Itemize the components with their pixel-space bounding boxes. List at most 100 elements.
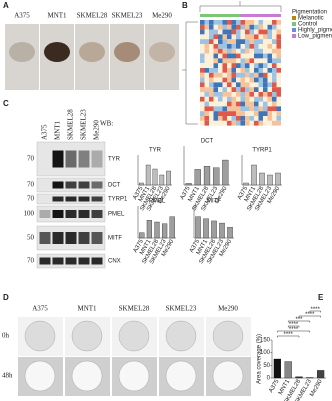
heatmap-cell xyxy=(254,34,259,40)
bar xyxy=(166,170,171,186)
blot-label: CNX xyxy=(108,259,121,265)
cell-line-label: Me290 xyxy=(152,12,172,20)
heatmap-cell xyxy=(213,92,218,97)
heatmap-cell xyxy=(227,120,232,126)
heatmap-cell xyxy=(236,77,241,83)
bar xyxy=(219,222,225,239)
wound-area xyxy=(118,320,150,352)
heatmap-cell xyxy=(276,63,281,68)
heatmap-cell xyxy=(254,96,259,102)
heatmap-cell xyxy=(249,106,254,112)
bar xyxy=(211,220,217,239)
heatmap-cell xyxy=(249,82,254,88)
heatmap-cell xyxy=(245,53,250,59)
bar xyxy=(251,164,257,186)
tube-pellet xyxy=(149,42,175,62)
significance-bracket xyxy=(277,330,310,333)
heatmap-cell xyxy=(240,68,245,73)
blot-band xyxy=(78,210,90,218)
bar xyxy=(273,358,282,379)
heatmap-cell xyxy=(245,92,250,97)
heatmap-cell xyxy=(263,82,268,88)
heatmap-cell xyxy=(267,34,272,40)
heatmap-cell xyxy=(272,48,277,54)
heatmap-cell xyxy=(204,63,209,68)
heatmap-cell xyxy=(200,34,205,40)
heatmap-cell xyxy=(227,92,232,97)
heatmap-cell xyxy=(231,96,236,102)
heatmap-cell xyxy=(240,101,245,107)
heatmap-cell xyxy=(263,68,268,73)
bar xyxy=(139,232,145,239)
heatmap-cell xyxy=(272,53,277,59)
heatmap-cell xyxy=(200,48,205,54)
bar xyxy=(267,174,273,186)
heatmap-cell xyxy=(236,39,241,44)
blot-band xyxy=(52,210,64,218)
heatmap-cell xyxy=(240,92,245,97)
heatmap-cell xyxy=(231,34,236,40)
heatmap-cell xyxy=(272,101,277,107)
heatmap-cell xyxy=(218,106,223,112)
heatmap-cell xyxy=(231,20,236,25)
heatmap-cell xyxy=(249,96,254,102)
heatmap-cell xyxy=(209,39,214,44)
heatmap-cell xyxy=(240,39,245,44)
heatmap-cell xyxy=(236,68,241,73)
heatmap-cell xyxy=(249,101,254,107)
heatmap-cell xyxy=(236,96,241,102)
heatmap-cell xyxy=(276,58,281,64)
blot-band xyxy=(65,181,77,189)
heatmap-cell xyxy=(240,111,245,116)
heatmap-cell xyxy=(213,120,218,126)
heatmap-cell xyxy=(222,20,227,25)
heatmap-cell xyxy=(254,72,259,78)
bar xyxy=(227,227,233,239)
heatmap-cell xyxy=(240,53,245,59)
blot-band xyxy=(65,196,77,202)
heatmap-cell xyxy=(200,106,205,112)
blot-label: PMEL xyxy=(108,212,125,218)
heatmap-cell xyxy=(276,68,281,73)
bar xyxy=(162,223,168,239)
heatmap-cell xyxy=(236,24,241,30)
heatmap-cell xyxy=(204,48,209,54)
heatmap-cell xyxy=(272,20,277,25)
heatmap-cell xyxy=(200,77,205,83)
heatmap-cell xyxy=(267,44,272,49)
heatmap-cell xyxy=(258,34,263,40)
heatmap-cell xyxy=(213,101,218,107)
heatmap-cell xyxy=(236,20,241,25)
panel-label: B xyxy=(182,1,188,10)
heatmap-cell xyxy=(272,29,277,35)
wound-area xyxy=(212,360,244,392)
heatmap-cell xyxy=(231,58,236,64)
heatmap-cell xyxy=(249,87,254,92)
bar xyxy=(159,174,165,186)
heatmap-cell xyxy=(200,116,205,121)
heatmap-cell xyxy=(236,120,241,126)
heatmap-cell xyxy=(200,82,205,88)
heatmap-cell xyxy=(240,72,245,78)
heatmap-cell xyxy=(200,63,205,68)
blot-band xyxy=(78,150,90,168)
heatmap-cell xyxy=(213,29,218,35)
heatmap-cell xyxy=(222,44,227,49)
heatmap-cell xyxy=(231,63,236,68)
y-tick-label: 100 xyxy=(260,350,271,356)
significance-bracket xyxy=(288,325,300,328)
heatmap-cell xyxy=(227,63,232,68)
y-tick-label: 0 xyxy=(267,376,271,382)
heatmap-cell xyxy=(258,120,263,126)
chart-title: PMEL xyxy=(149,199,166,205)
heatmap-cell xyxy=(218,48,223,54)
heatmap-cell xyxy=(263,53,268,59)
heatmap-cell xyxy=(218,82,223,88)
mw-label: 70 xyxy=(27,181,35,189)
blot-band xyxy=(91,257,103,265)
heatmap-cell xyxy=(267,101,272,107)
heatmap-cell xyxy=(231,101,236,107)
heatmap-cell xyxy=(240,48,245,54)
heatmap-cell xyxy=(254,120,259,126)
